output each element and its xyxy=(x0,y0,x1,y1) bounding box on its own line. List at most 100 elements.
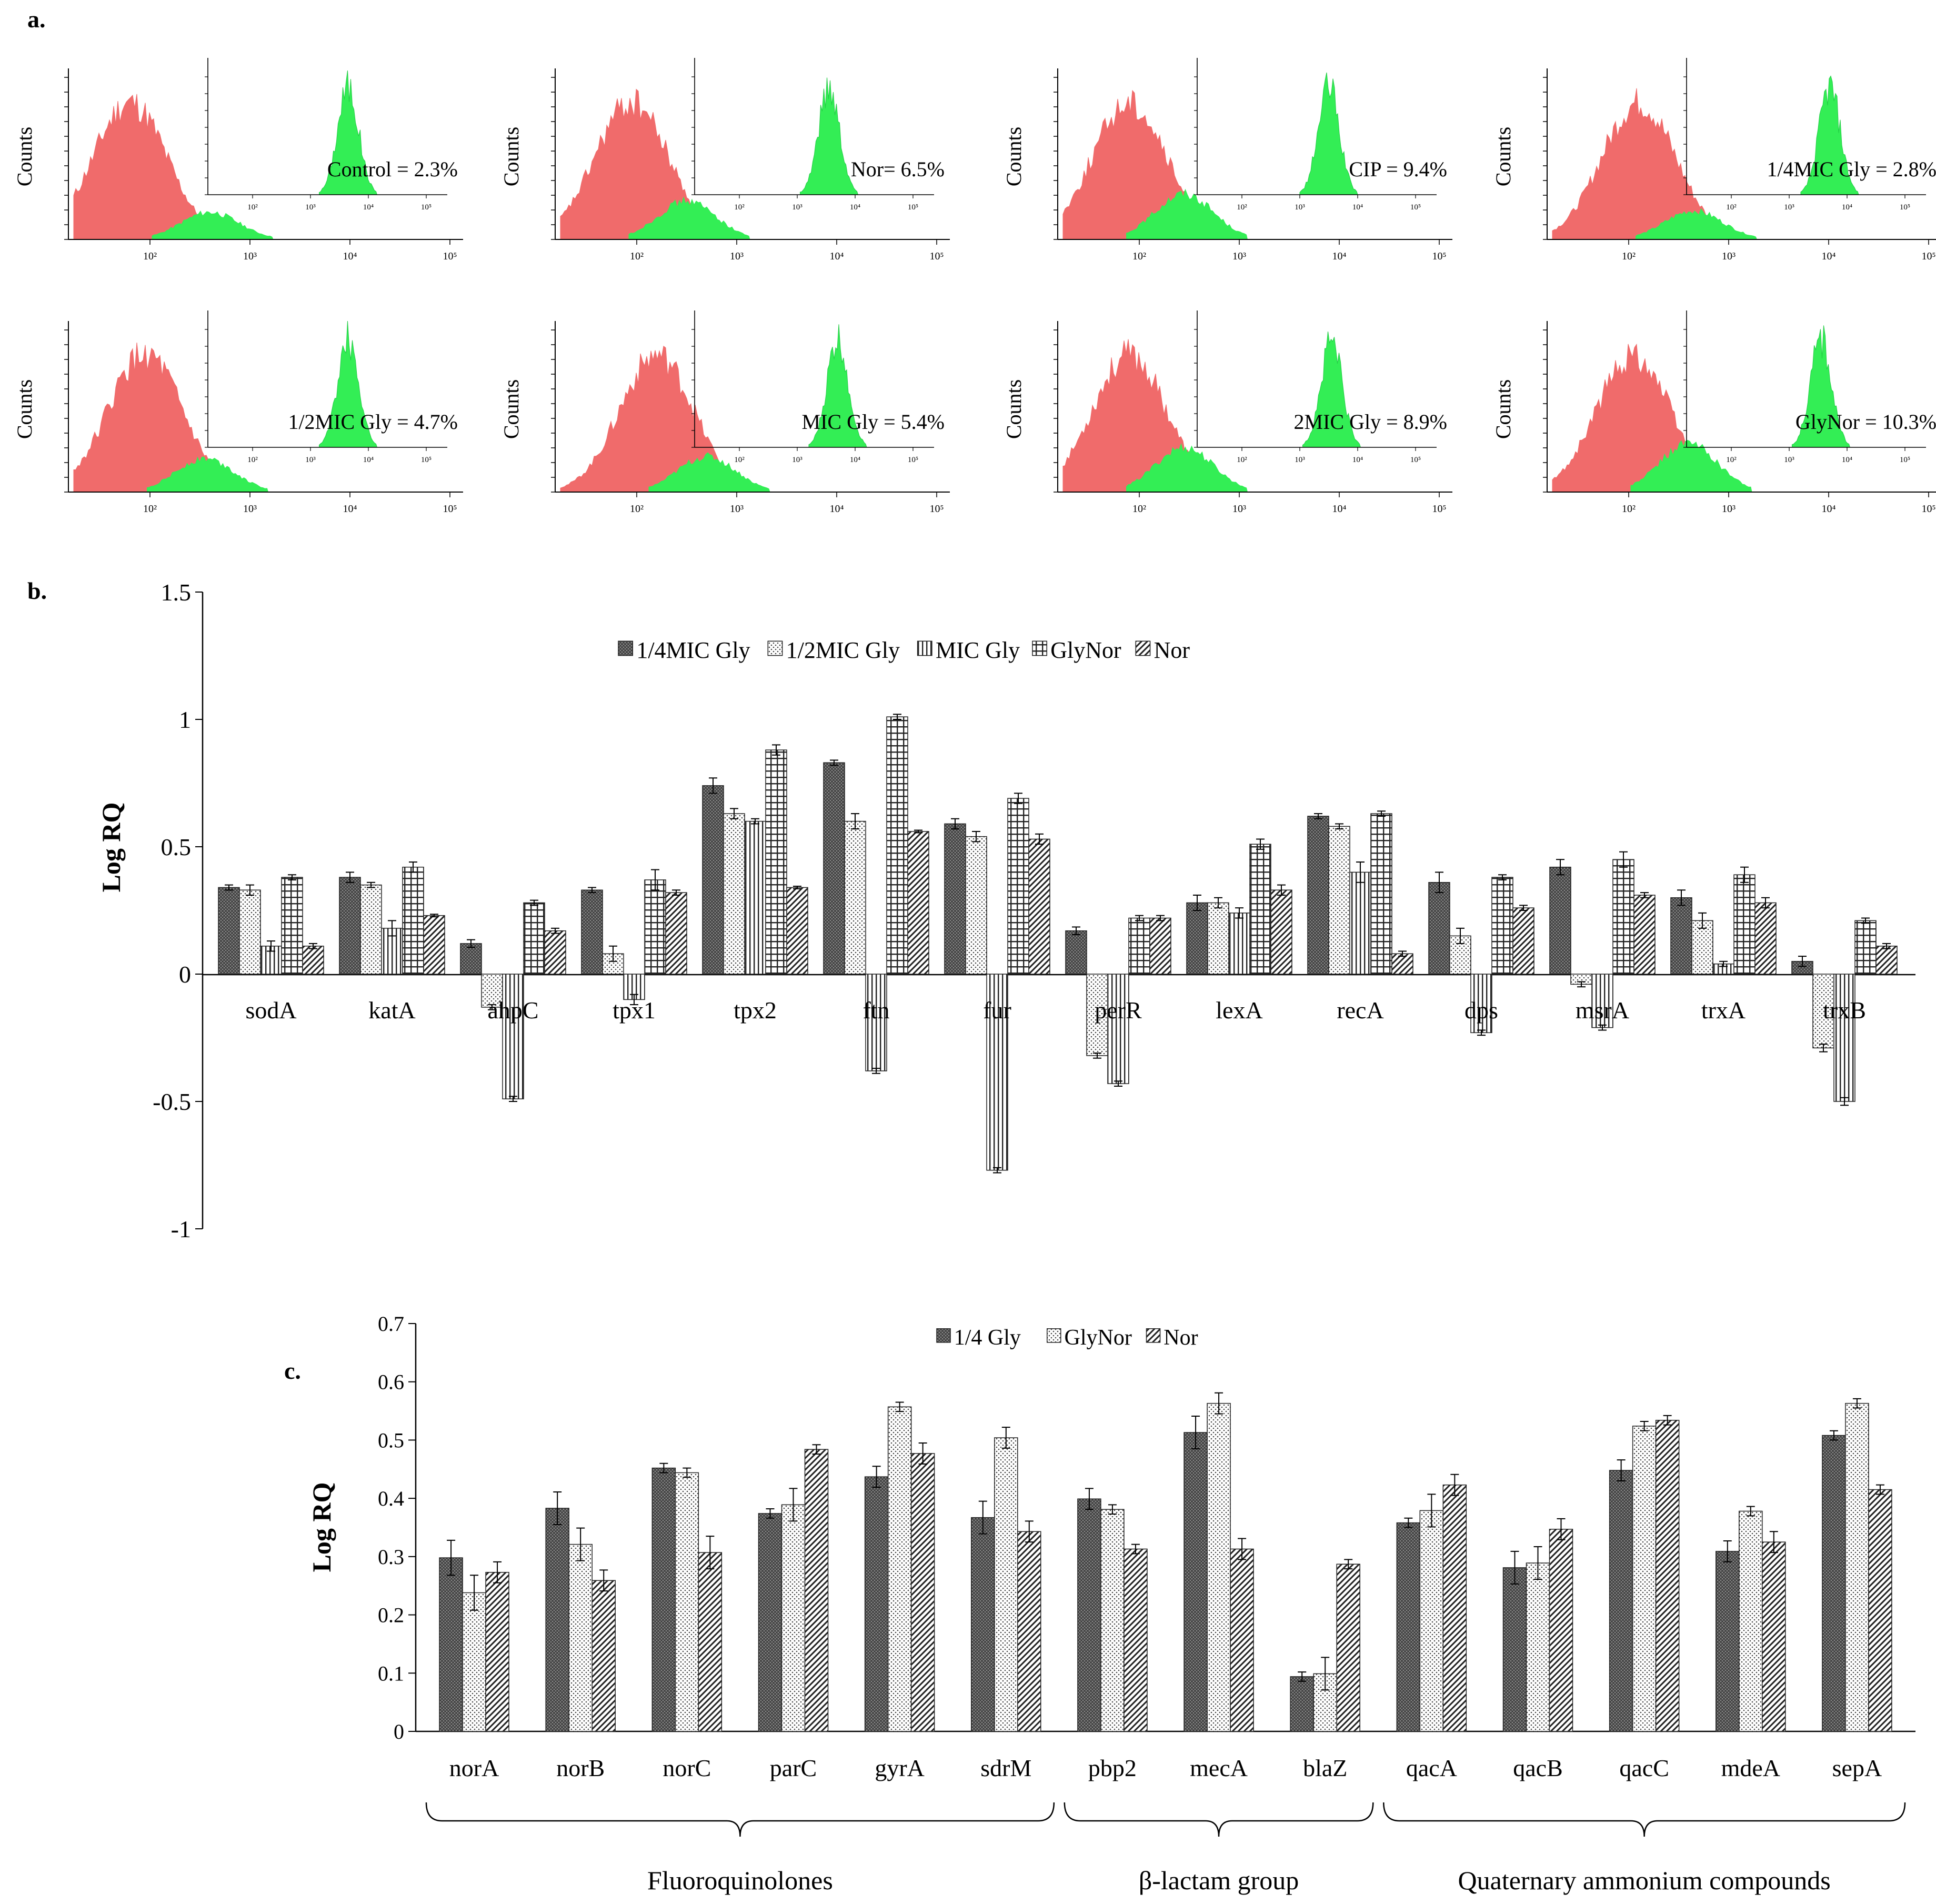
bar-trxA-14MICGly xyxy=(1670,897,1692,975)
category-label-sdrM: sdrM xyxy=(980,1755,1031,1781)
bar-ahpC-GlyNor xyxy=(523,902,545,975)
bar-msrA-GlyNor xyxy=(1612,859,1634,975)
bar-trxA-12MICGly xyxy=(1691,920,1713,975)
flow-y-axis-label: Counts xyxy=(499,127,523,186)
legend-label: 1/4MIC Gly xyxy=(636,637,750,663)
group-label: Quaternary ammonium compounds xyxy=(1458,1866,1831,1895)
flow-percentage-label: 1/2MIC Gly = 4.7% xyxy=(288,410,458,434)
inset-x-tick-label: 10⁴ xyxy=(850,203,860,212)
legend-label: MIC Gly xyxy=(936,637,1020,663)
bar-ahpC-14MICGly xyxy=(460,943,482,975)
bar-mecA-14Gly xyxy=(1183,1432,1208,1732)
flow-x-tick-label: 10⁵ xyxy=(443,503,457,515)
bar-tpx2-GlyNor xyxy=(765,749,787,975)
bar-sdrM-14Gly xyxy=(971,1517,995,1732)
legend-swatch xyxy=(767,640,783,656)
category-label-norA: norA xyxy=(449,1755,499,1781)
bar-norA-GlyNor xyxy=(462,1592,486,1732)
bar-norC-Nor xyxy=(698,1552,723,1732)
panel-label-a: a. xyxy=(27,6,46,33)
bar-sepA-14Gly xyxy=(1822,1435,1846,1732)
flow-x-tick-label: 10⁴ xyxy=(1332,503,1347,515)
bar-recA-14MICGly xyxy=(1307,816,1329,975)
flow-percentage-label: CIP = 9.4% xyxy=(1349,157,1447,181)
flow-x-tick-label: 10⁴ xyxy=(830,503,844,515)
category-label-ahpC: ahpC xyxy=(487,997,538,1024)
category-label-katA: katA xyxy=(368,997,415,1024)
bar-ahpC-Nor xyxy=(544,930,566,975)
category-label-pbp2: pbp2 xyxy=(1088,1755,1137,1781)
flow-x-tick-label: 10² xyxy=(1622,250,1636,262)
bar-lexA-MICGly xyxy=(1228,913,1250,975)
category-label-msrA: msrA xyxy=(1576,997,1629,1024)
inset-x-tick-label: 10⁵ xyxy=(908,456,918,464)
y-tick-label: 0.5 xyxy=(161,834,192,860)
bar-perR-MICGly xyxy=(1107,974,1129,1084)
y-tick-label: 1.5 xyxy=(161,579,192,606)
flow-x-tick-label: 10² xyxy=(1132,250,1146,262)
inset-x-tick-label: 10² xyxy=(247,456,258,464)
inset-x-tick-label: 10⁴ xyxy=(1352,203,1363,212)
bar-katA-GlyNor xyxy=(402,866,424,975)
legend-label: Nor xyxy=(1154,637,1190,663)
bar-recA-MICGly xyxy=(1349,871,1371,975)
category-label-tpx1: tpx1 xyxy=(613,997,656,1024)
bar-tpx1-MICGly xyxy=(623,974,645,1000)
inset-x-tick-label: 10⁵ xyxy=(1900,203,1910,212)
legend-swatch xyxy=(1146,1328,1161,1343)
bar-blaZ-14Gly xyxy=(1290,1676,1314,1732)
flow-x-tick-label: 10⁵ xyxy=(443,250,457,262)
inset-green-histogram xyxy=(319,70,378,195)
flow-y-axis-label: Counts xyxy=(13,379,36,439)
bar-mecA-GlyNor xyxy=(1207,1402,1231,1732)
legend-label: 1/2MIC Gly xyxy=(786,637,900,663)
flow-percentage-label: GlyNor = 10.3% xyxy=(1795,410,1936,434)
flow-x-tick-label: 10⁴ xyxy=(1822,250,1836,262)
y-tick-label: 0.4 xyxy=(378,1487,404,1510)
inset-x-tick-label: 10³ xyxy=(1784,456,1794,464)
flow-x-tick-label: 10² xyxy=(1622,503,1636,515)
chart-b-legend: 1/4MIC Gly 1/2MIC Gly MIC Gly GlyNor Nor xyxy=(618,637,1190,663)
chart-c-legend: 1/4 Gly GlyNor Nor xyxy=(936,1326,1198,1350)
bar-trxA-Nor xyxy=(1754,902,1777,975)
bar-qacA-14Gly xyxy=(1396,1522,1421,1732)
y-tick-label: 1 xyxy=(179,706,191,733)
inset-x-tick-label: 10⁴ xyxy=(1842,203,1852,212)
flow-x-tick-label: 10² xyxy=(630,503,644,515)
category-label-fur: fur xyxy=(983,997,1011,1024)
bar-msrA-14MICGly xyxy=(1549,866,1571,975)
inset-green-histogram xyxy=(1299,72,1358,195)
bar-trxB-GlyNor xyxy=(1854,920,1877,975)
legend-label: 1/4 Gly xyxy=(954,1326,1021,1350)
legend-swatch xyxy=(1032,640,1047,656)
flow-x-tick-label: 10⁵ xyxy=(930,250,944,262)
bar-ftn-12MICGly xyxy=(844,820,866,975)
bar-gyrA-14Gly xyxy=(864,1476,889,1732)
flow-percentage-label: MIC Gly = 5.4% xyxy=(802,410,945,434)
y-tick-label: -0.5 xyxy=(153,1088,191,1115)
bar-trxA-GlyNor xyxy=(1733,874,1756,975)
y-tick-label: 0.7 xyxy=(378,1312,404,1336)
flow-y-axis-label: Counts xyxy=(1491,127,1515,186)
bar-norA-14Gly xyxy=(439,1557,463,1732)
inset-x-tick-label: 10³ xyxy=(792,456,803,464)
flow-panel: 10² 10³ 10⁴ 10⁵ Counts 10² 10³ 10⁴ 10⁵ MIC Gly = … xyxy=(499,310,950,515)
category-label-qacA: qacA xyxy=(1406,1755,1457,1781)
bar-parC-14Gly xyxy=(758,1513,783,1732)
category-label-sodA: sodA xyxy=(245,997,296,1024)
bar-norB-14Gly xyxy=(545,1508,569,1732)
panel-label-b: b. xyxy=(27,577,47,604)
bar-norC-GlyNor xyxy=(675,1472,699,1732)
bar-qacB-Nor xyxy=(1549,1529,1573,1732)
inset-green-histogram xyxy=(319,320,378,448)
category-label-qacC: qacC xyxy=(1619,1755,1669,1781)
category-label-recA: recA xyxy=(1337,997,1383,1024)
bar-ftn-GlyNor xyxy=(886,716,908,975)
flow-x-tick-label: 10⁵ xyxy=(1432,250,1447,262)
inset-x-tick-label: 10² xyxy=(734,203,745,212)
bar-perR-GlyNor xyxy=(1128,917,1150,975)
bar-qacA-GlyNor xyxy=(1419,1510,1444,1732)
bar-pbp2-Nor xyxy=(1124,1548,1148,1732)
bar-qacC-GlyNor xyxy=(1632,1426,1657,1732)
